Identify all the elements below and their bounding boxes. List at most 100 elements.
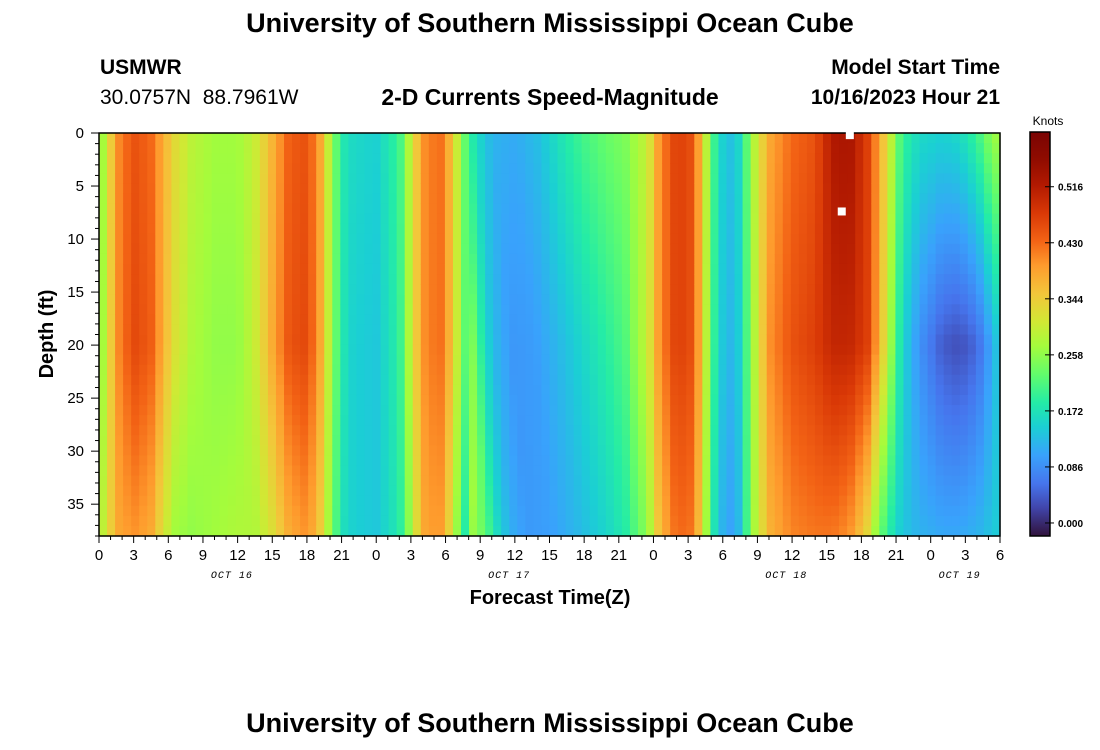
heatmap-cell: [959, 294, 969, 305]
heatmap-cell: [316, 304, 325, 315]
heatmap-cell: [292, 354, 301, 366]
heatmap-cell: [742, 274, 752, 285]
heatmap-cell: [670, 163, 679, 174]
heatmap-cell: [935, 324, 945, 336]
heatmap-cell: [895, 525, 905, 537]
heatmap-cell: [485, 153, 494, 164]
heatmap-cell: [975, 294, 985, 305]
heatmap-cell: [975, 455, 985, 467]
heatmap-cell: [613, 233, 623, 245]
heatmap-cell: [597, 274, 607, 285]
heatmap-cell: [412, 304, 422, 315]
heatmap-cell: [155, 505, 164, 517]
heatmap-cell: [621, 203, 631, 215]
heatmap-cell: [219, 324, 229, 336]
heatmap-cell: [694, 445, 703, 456]
heatmap-cell: [879, 153, 888, 164]
heatmap-cell: [557, 183, 567, 195]
heatmap-cell: [163, 203, 172, 215]
heatmap-cell: [267, 485, 277, 497]
heatmap-cell: [243, 243, 253, 255]
heatmap-cell: [195, 314, 205, 326]
heatmap-cell: [919, 405, 929, 416]
heatmap-cell: [581, 334, 591, 346]
heatmap-cell: [589, 153, 599, 164]
heatmap-cell: [710, 455, 720, 467]
heatmap-cell: [308, 183, 317, 195]
heatmap-cell: [275, 243, 285, 255]
heatmap-cell: [710, 334, 720, 346]
heatmap-cell: [718, 133, 728, 144]
heatmap-cell: [284, 284, 293, 295]
heatmap-cell: [814, 133, 824, 144]
heatmap-cell: [412, 374, 422, 386]
heatmap-cell: [670, 304, 679, 315]
heatmap-cell: [404, 525, 414, 537]
heatmap-cell: [267, 455, 277, 467]
heatmap-cell: [774, 153, 784, 164]
heatmap-cell: [975, 213, 985, 225]
heatmap-cell: [646, 425, 655, 436]
heatmap-cell: [396, 364, 406, 376]
heatmap-cell: [549, 143, 559, 154]
heatmap-cell: [734, 223, 744, 235]
heatmap-cell: [678, 324, 687, 336]
heatmap-cell: [951, 263, 961, 275]
heatmap-cell: [452, 374, 462, 386]
heatmap-cell: [790, 495, 800, 507]
heatmap-cell: [444, 294, 454, 305]
heatmap-cell: [404, 394, 414, 406]
heatmap-cell: [300, 465, 309, 477]
heatmap-cell: [380, 193, 390, 205]
heatmap-cell: [863, 354, 872, 366]
heatmap-cell: [179, 253, 189, 265]
heatmap-cell: [879, 173, 888, 184]
heatmap-cell: [621, 324, 631, 336]
heatmap-cell: [766, 143, 776, 154]
heatmap-cell: [316, 203, 325, 215]
heatmap-cell: [750, 505, 760, 517]
heatmap-cell: [694, 354, 703, 366]
heatmap-cell: [404, 334, 414, 346]
heatmap-cell: [364, 183, 374, 195]
heatmap-cell: [284, 304, 293, 315]
colorbar: Knots 0.0000.0860.1720.2580.3440.4300.51…: [1029, 114, 1083, 537]
heatmap-cell: [308, 223, 317, 235]
heatmap-cell: [823, 425, 832, 436]
heatmap-cell: [710, 344, 720, 356]
heatmap-cell: [557, 425, 567, 436]
heatmap-cell: [887, 515, 897, 527]
heatmap-cell: [678, 525, 687, 537]
heatmap-cell: [259, 394, 269, 406]
heatmap-cell: [887, 263, 897, 275]
heatmap-cell: [678, 425, 687, 436]
model-start-value: 10/16/2023 Hour 21: [810, 86, 1000, 109]
heatmap-cell: [485, 314, 494, 326]
heatmap-cell: [332, 415, 341, 426]
heatmap-cell: [227, 354, 237, 366]
heatmap-cell: [742, 173, 752, 184]
heatmap-cell: [766, 445, 776, 456]
heatmap-cell: [887, 193, 897, 205]
heatmap-cell: [557, 233, 567, 245]
heatmap-cell: [911, 274, 921, 285]
heatmap-cell: [637, 284, 647, 295]
heatmap-cell: [501, 173, 510, 184]
heatmap-cell: [195, 364, 205, 376]
heatmap-cell: [782, 223, 792, 235]
heatmap-cell: [251, 183, 261, 195]
heatmap-cell: [324, 153, 333, 164]
heatmap-cell: [517, 465, 526, 477]
heatmap-cell: [831, 475, 840, 487]
heatmap-cell: [541, 243, 551, 255]
heatmap-cell: [235, 153, 245, 164]
heatmap-cell: [935, 143, 945, 154]
model-start-label: Model Start Time: [831, 56, 1000, 79]
heatmap-cell: [412, 394, 422, 406]
heatmap-cell: [839, 133, 848, 144]
heatmap-cell: [324, 495, 333, 507]
heatmap-cell: [308, 133, 317, 144]
heatmap-cell: [983, 304, 993, 315]
heatmap-cell: [871, 435, 880, 446]
heatmap-cell: [549, 274, 559, 285]
